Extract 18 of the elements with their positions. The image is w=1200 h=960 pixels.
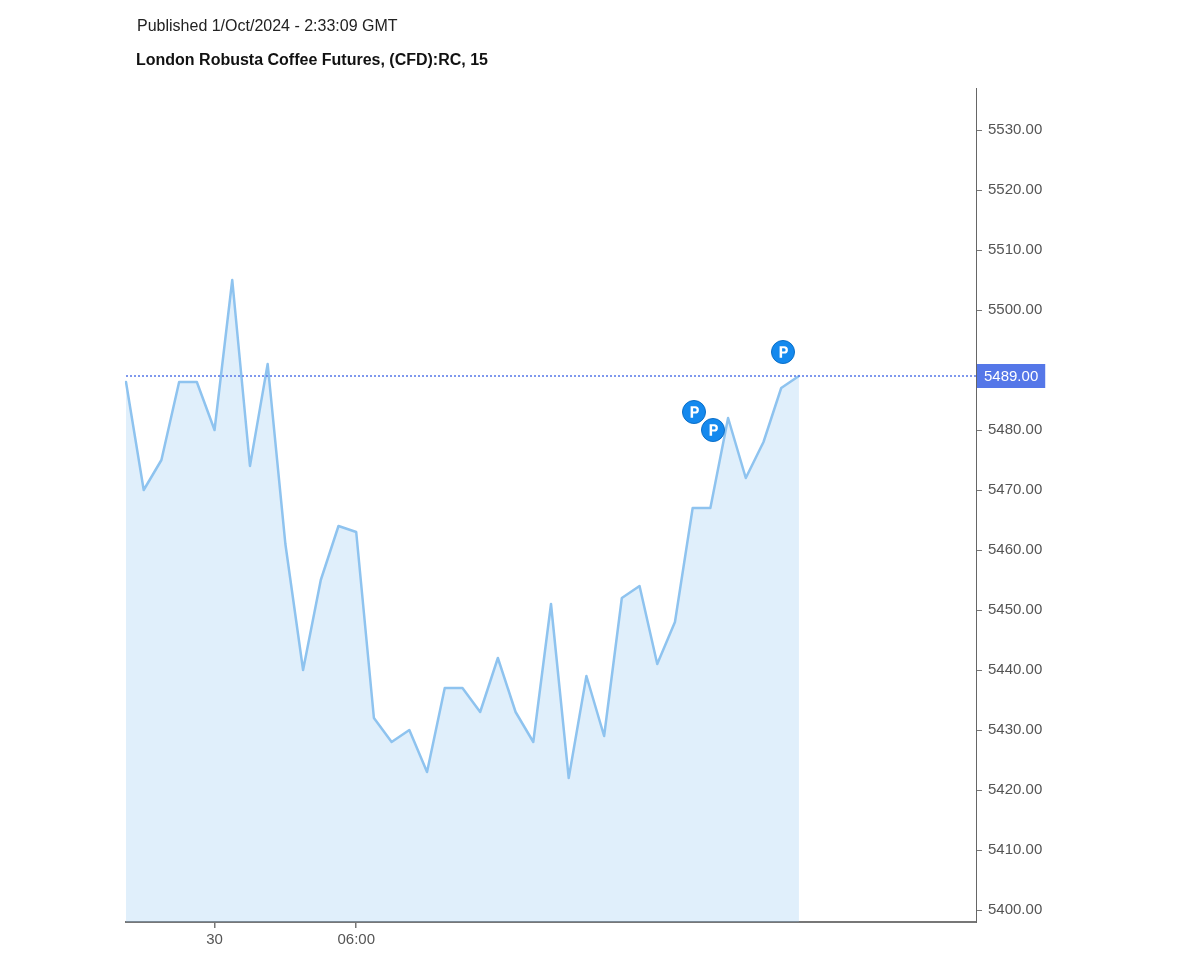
y-tick-label: 5420.00 (988, 780, 1043, 798)
chart-title: London Robusta Coffee Futures, (CFD):RC, 15 (136, 50, 488, 70)
y-tick-label: 5470.00 (988, 480, 1043, 498)
y-tick-label: 5450.00 (988, 600, 1043, 618)
x-tick-label: 30 (206, 930, 223, 948)
y-tick-label: 5460.00 (988, 540, 1043, 558)
y-tick-label: 5480.00 (988, 420, 1043, 438)
y-tick-label: 5410.00 (988, 840, 1043, 858)
y-tick-label: 5440.00 (988, 660, 1043, 678)
ref-line-label: 5489.00 (984, 367, 1039, 385)
x-tick-label: 06:00 (337, 930, 375, 948)
text: Published 1/Oct/2024 - 2:33:09 GMT (137, 16, 398, 36)
y-tick-label: 5430.00 (988, 720, 1043, 738)
y-tick-label: 5400.00 (988, 900, 1043, 918)
y-tick-label: 5530.00 (988, 120, 1043, 138)
y-tick-label: 5500.00 (988, 300, 1043, 318)
y-tick-label: 5520.00 (988, 180, 1043, 198)
y-tick-label: 5510.00 (988, 240, 1043, 258)
